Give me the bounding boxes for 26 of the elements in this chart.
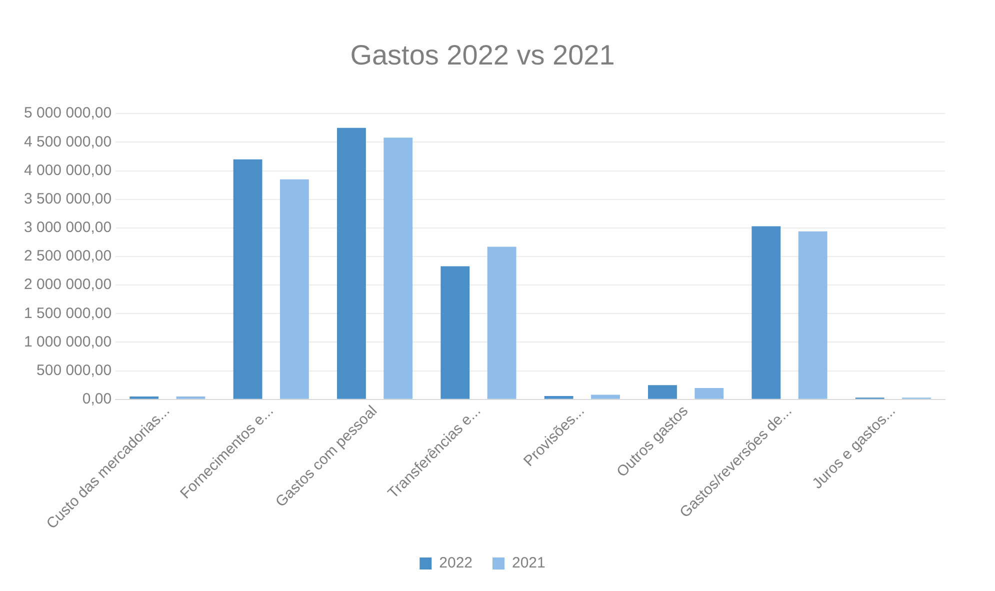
legend-label: 2021 — [512, 554, 546, 572]
y-tick-label: 1 500 000,00 — [24, 304, 112, 322]
bar — [798, 231, 828, 399]
bar — [336, 128, 366, 399]
bar — [384, 138, 413, 399]
bar — [752, 226, 781, 399]
bar — [648, 385, 677, 399]
y-tick-label: 3 500 000,00 — [24, 190, 112, 208]
chart-title: Gastos 2022 vs 2021 — [350, 40, 615, 71]
y-tick-label: 0,00 — [82, 390, 112, 408]
y-tick-label: 5 000 000,00 — [24, 104, 112, 122]
y-tick-label: 4 500 000,00 — [24, 133, 112, 150]
y-tick-label: 3 000 000,00 — [24, 219, 112, 236]
bar — [487, 246, 516, 399]
y-tick-label: 1 000 000,00 — [24, 333, 112, 350]
y-tick-label: 2 500 000,00 — [24, 248, 112, 265]
y-tick-label: 4 000 000,00 — [24, 162, 112, 179]
bar — [590, 394, 620, 399]
bar — [233, 159, 262, 399]
y-tick-label: 2 000 000,00 — [24, 276, 112, 294]
bar — [280, 179, 309, 399]
legend-label: 2022 — [439, 554, 473, 572]
bar — [544, 396, 574, 399]
bar — [440, 266, 470, 399]
y-tick-label: 500 000,00 — [36, 362, 112, 379]
bar — [694, 388, 724, 399]
